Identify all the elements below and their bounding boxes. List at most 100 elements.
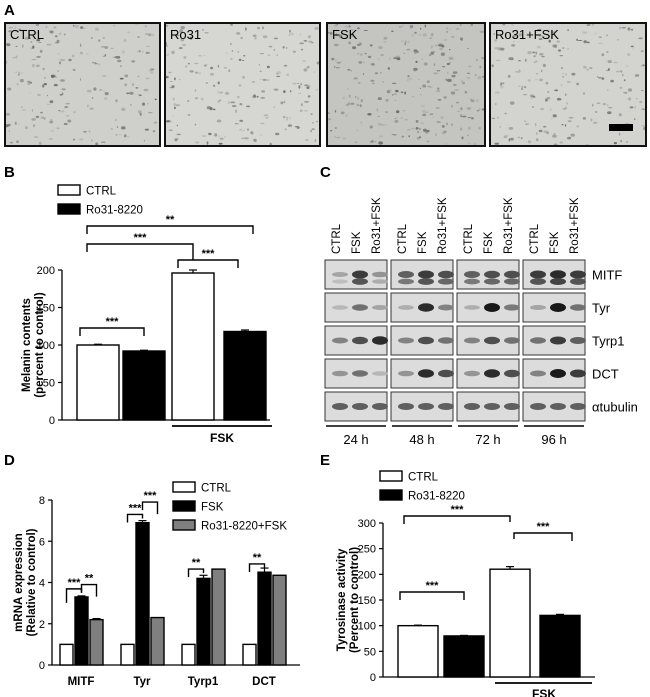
blot-band <box>484 369 500 378</box>
cell-speck <box>356 104 360 106</box>
cell-speck <box>629 106 634 109</box>
significance-label: *** <box>202 248 216 260</box>
significance-bracket <box>177 259 239 268</box>
cell-speck <box>37 93 41 97</box>
cell-speck <box>36 64 40 67</box>
cell-speck <box>607 111 612 115</box>
blot-band <box>438 403 454 410</box>
cell-speck <box>230 42 232 46</box>
cell-speck <box>441 125 445 128</box>
blot-band <box>464 271 480 278</box>
cell-speck <box>146 45 151 47</box>
cell-speck <box>187 100 190 102</box>
cell-speck <box>565 93 567 96</box>
bar <box>489 568 531 678</box>
cell-speck <box>15 140 20 143</box>
cell-speck <box>413 68 416 72</box>
cell-speck <box>543 130 548 134</box>
cell-speck <box>523 86 527 89</box>
cell-speck <box>49 100 54 104</box>
y-axis-label: Tyrosinase activity(Percent to control) <box>336 547 361 653</box>
y-axis-label-line: (percent to control) <box>34 292 46 398</box>
cell-speck <box>98 63 101 66</box>
bar <box>59 643 74 666</box>
cell-speck <box>536 132 538 135</box>
blot-band <box>504 369 520 378</box>
cell-speck <box>495 59 501 62</box>
cell-speck <box>641 108 645 110</box>
cell-speck <box>127 135 130 138</box>
cell-speck <box>541 35 546 37</box>
cell-speck <box>445 78 448 81</box>
blot-band <box>530 370 546 377</box>
cell-speck <box>58 58 61 61</box>
significance-bracket <box>86 225 254 234</box>
bar <box>150 616 165 666</box>
cell-speck <box>282 46 285 49</box>
blot-protein-label: DCT <box>592 367 619 382</box>
significance-bracket <box>126 513 144 523</box>
significance-label: ** <box>253 552 262 564</box>
cell-speck <box>342 96 346 100</box>
micrograph-fsk-texture <box>328 24 484 145</box>
cell-speck <box>120 65 122 67</box>
cell-speck <box>560 84 563 87</box>
cell-speck <box>380 54 384 56</box>
cell-speck <box>564 106 567 110</box>
cell-speck <box>433 72 439 75</box>
cell-speck <box>39 49 43 53</box>
cell-speck <box>142 102 145 106</box>
cell-speck <box>121 50 125 54</box>
cell-speck <box>335 58 337 62</box>
cell-speck <box>476 59 478 61</box>
cell-speck <box>457 110 461 113</box>
cell-speck <box>242 129 245 132</box>
cell-speck <box>348 41 351 45</box>
cell-speck <box>276 54 278 57</box>
cell-speck <box>217 64 219 68</box>
cell-speck <box>335 67 340 69</box>
cell-speck <box>349 29 354 31</box>
significance-label: *** <box>129 502 143 514</box>
cell-speck <box>553 133 556 135</box>
cell-speck <box>362 72 365 76</box>
cell-speck <box>598 42 603 44</box>
blot-band <box>464 337 480 344</box>
cell-speck <box>79 51 83 55</box>
cell-speck <box>624 122 630 125</box>
cell-speck <box>334 24 338 27</box>
cell-speck <box>53 26 57 29</box>
cell-speck <box>40 111 43 114</box>
blot-band <box>438 270 454 279</box>
cell-speck <box>364 52 367 55</box>
cell-speck <box>83 27 86 29</box>
cell-speck <box>474 74 477 76</box>
cell-speck <box>479 30 484 33</box>
cell-speck <box>536 73 538 75</box>
cell-speck <box>314 138 317 143</box>
cell-speck <box>598 77 602 79</box>
cell-speck <box>292 82 297 85</box>
cell-speck <box>509 137 514 141</box>
cell-speck <box>219 91 224 94</box>
timepoint-label: 48 h <box>409 432 434 447</box>
cell-speck <box>129 91 134 95</box>
cell-speck <box>268 45 273 48</box>
lane-label: FSK <box>351 231 363 254</box>
cell-speck <box>411 33 415 37</box>
cell-speck <box>347 68 351 71</box>
blot-band <box>398 271 414 278</box>
cell-speck <box>439 48 443 50</box>
cell-speck <box>202 28 204 31</box>
blot-band <box>418 403 434 410</box>
cell-speck <box>367 55 372 59</box>
cell-speck <box>377 122 382 126</box>
cell-speck <box>356 52 360 55</box>
timepoint-label: 72 h <box>475 432 500 447</box>
legend-swatch <box>172 519 196 531</box>
cell-speck <box>446 71 449 74</box>
cell-speck <box>6 113 11 116</box>
micrograph-ctrl-texture <box>6 24 159 145</box>
cell-speck <box>67 119 72 123</box>
cell-speck <box>214 133 218 137</box>
